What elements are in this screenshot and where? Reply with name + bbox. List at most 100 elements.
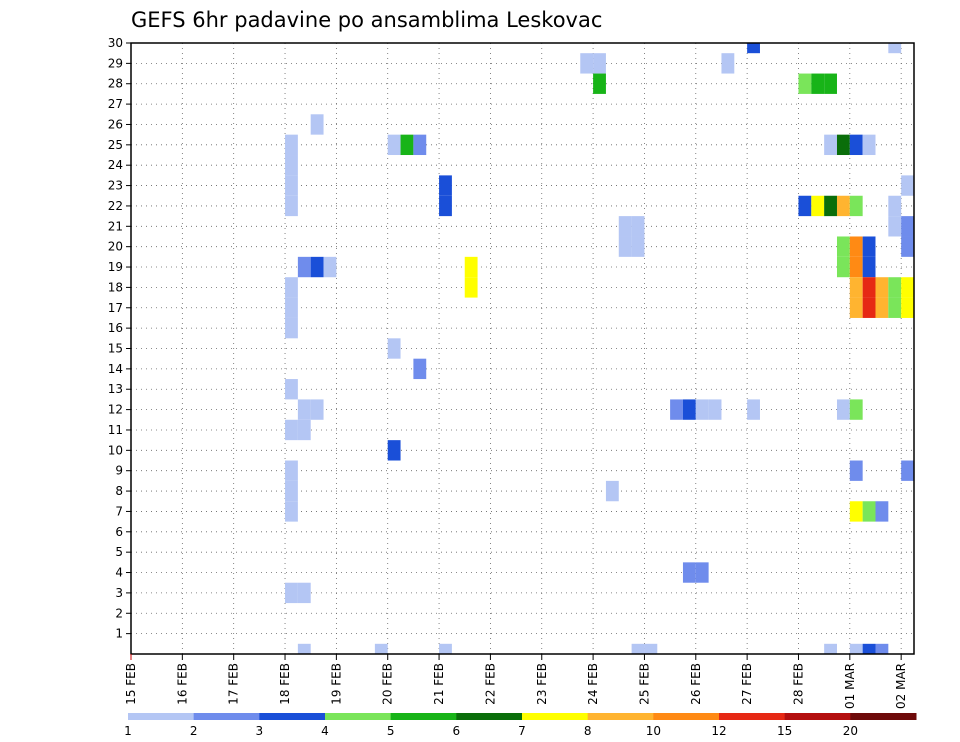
- precip-cell: [413, 358, 427, 380]
- precip-cell: [323, 256, 337, 278]
- precip-cell: [400, 134, 414, 156]
- y-tick-label: 8: [115, 484, 123, 498]
- precip-cell: [721, 53, 735, 74]
- y-tick-label: 9: [115, 464, 123, 478]
- x-tick-label: 20 FEB: [381, 663, 395, 705]
- precip-cell: [285, 460, 298, 481]
- precip-cell: [849, 134, 863, 156]
- y-tick-label: 3: [115, 586, 123, 600]
- colorbar-segment: [128, 713, 195, 720]
- x-tick-label: 22 FEB: [483, 663, 497, 705]
- precip-cell: [862, 134, 876, 156]
- y-tick-label: 24: [108, 158, 123, 172]
- precip-cell: [593, 53, 606, 74]
- precip-cell: [631, 216, 645, 237]
- precip-cell: [708, 399, 722, 420]
- precip-cell: [888, 277, 902, 298]
- x-tick-label: 16 FEB: [175, 663, 189, 705]
- y-tick-label: 25: [108, 138, 123, 152]
- y-tick-label: 22: [108, 199, 123, 213]
- grid-lines: [130, 42, 914, 654]
- precip-cell: [682, 399, 696, 420]
- precip-cell: [849, 501, 863, 522]
- precip-cell: [387, 134, 401, 156]
- precip-cell: [631, 236, 645, 257]
- precip-cell: [824, 73, 837, 94]
- precip-cell: [618, 236, 632, 257]
- precip-cell: [631, 643, 645, 654]
- precip-cell: [605, 480, 619, 502]
- precip-cell: [849, 399, 863, 420]
- precip-cell: [901, 236, 914, 257]
- y-tick-label: 6: [115, 525, 123, 539]
- colorbar-segment: [587, 713, 654, 720]
- precip-cell: [439, 175, 452, 196]
- precip-cell: [439, 195, 452, 217]
- colorbar-label: 4: [321, 724, 329, 738]
- y-tick-label: 11: [108, 423, 123, 437]
- precip-cell: [593, 73, 606, 94]
- precip-cell: [310, 399, 324, 420]
- precip-cell: [670, 399, 683, 420]
- colorbar-segment: [456, 713, 523, 720]
- colorbar-segment: [850, 713, 917, 720]
- y-tick-label: 5: [115, 545, 123, 559]
- precip-cell: [824, 195, 837, 217]
- precip-cell: [285, 155, 298, 176]
- y-tick-label: 28: [108, 77, 123, 91]
- y-tick-label: 29: [108, 56, 123, 70]
- precip-cell: [849, 277, 863, 298]
- precip-cell: [862, 256, 876, 278]
- precip-cell: [464, 277, 478, 298]
- y-tick-label: 30: [108, 36, 123, 50]
- precip-cell: [285, 480, 298, 502]
- y-tick-label: 19: [108, 260, 123, 274]
- chart-title: GEFS 6hr padavine po ansamblima Leskovac: [131, 8, 602, 32]
- colorbar-label: 15: [777, 724, 792, 738]
- precip-cell: [849, 643, 863, 654]
- precip-cell: [695, 562, 709, 583]
- y-tick-label: 21: [108, 219, 123, 233]
- colorbar-label: 3: [256, 724, 264, 738]
- precip-cell: [811, 195, 825, 217]
- precip-cell: [875, 297, 889, 318]
- y-tick-label: 13: [108, 382, 123, 396]
- precip-cell: [849, 460, 863, 481]
- y-tick-label: 14: [108, 362, 123, 376]
- precip-cell: [285, 317, 298, 339]
- precip-cell: [836, 195, 850, 217]
- precip-cell: [297, 582, 311, 604]
- x-tick-label: 27 FEB: [740, 663, 754, 705]
- precip-cell: [811, 73, 825, 94]
- precip-cell: [618, 216, 632, 237]
- precip-cell: [849, 236, 863, 257]
- x-tick-label: 21 FEB: [432, 663, 446, 705]
- colorbar-segment: [784, 713, 851, 720]
- precip-cell: [798, 195, 812, 217]
- x-tick-label: 02 MAR: [894, 663, 908, 709]
- x-tick-label: 23 FEB: [535, 663, 549, 705]
- y-tick-label: 2: [115, 606, 123, 620]
- precip-cell: [285, 134, 298, 156]
- precip-cell: [285, 501, 298, 522]
- colorbar-label: 10: [646, 724, 661, 738]
- precip-cell: [297, 419, 311, 441]
- x-tick-label: 15 FEB: [124, 663, 138, 705]
- precip-cell: [798, 73, 812, 94]
- precip-cell: [888, 297, 902, 318]
- colorbar-segment: [259, 713, 326, 720]
- precip-cell: [297, 399, 311, 420]
- colorbar-label: 2: [190, 724, 198, 738]
- colorbar-label: 6: [453, 724, 461, 738]
- precip-cell: [682, 562, 696, 583]
- precip-cell: [285, 582, 298, 604]
- precip-cell: [862, 297, 876, 318]
- colorbar-label: 5: [387, 724, 395, 738]
- precip-cell: [849, 256, 863, 278]
- x-tick-label: 17 FEB: [227, 663, 241, 705]
- precip-cell: [875, 277, 889, 298]
- precip-cell: [824, 643, 837, 654]
- precip-cell: [285, 419, 298, 441]
- y-tick-label: 26: [108, 117, 123, 131]
- x-tick-label: 19 FEB: [329, 663, 343, 705]
